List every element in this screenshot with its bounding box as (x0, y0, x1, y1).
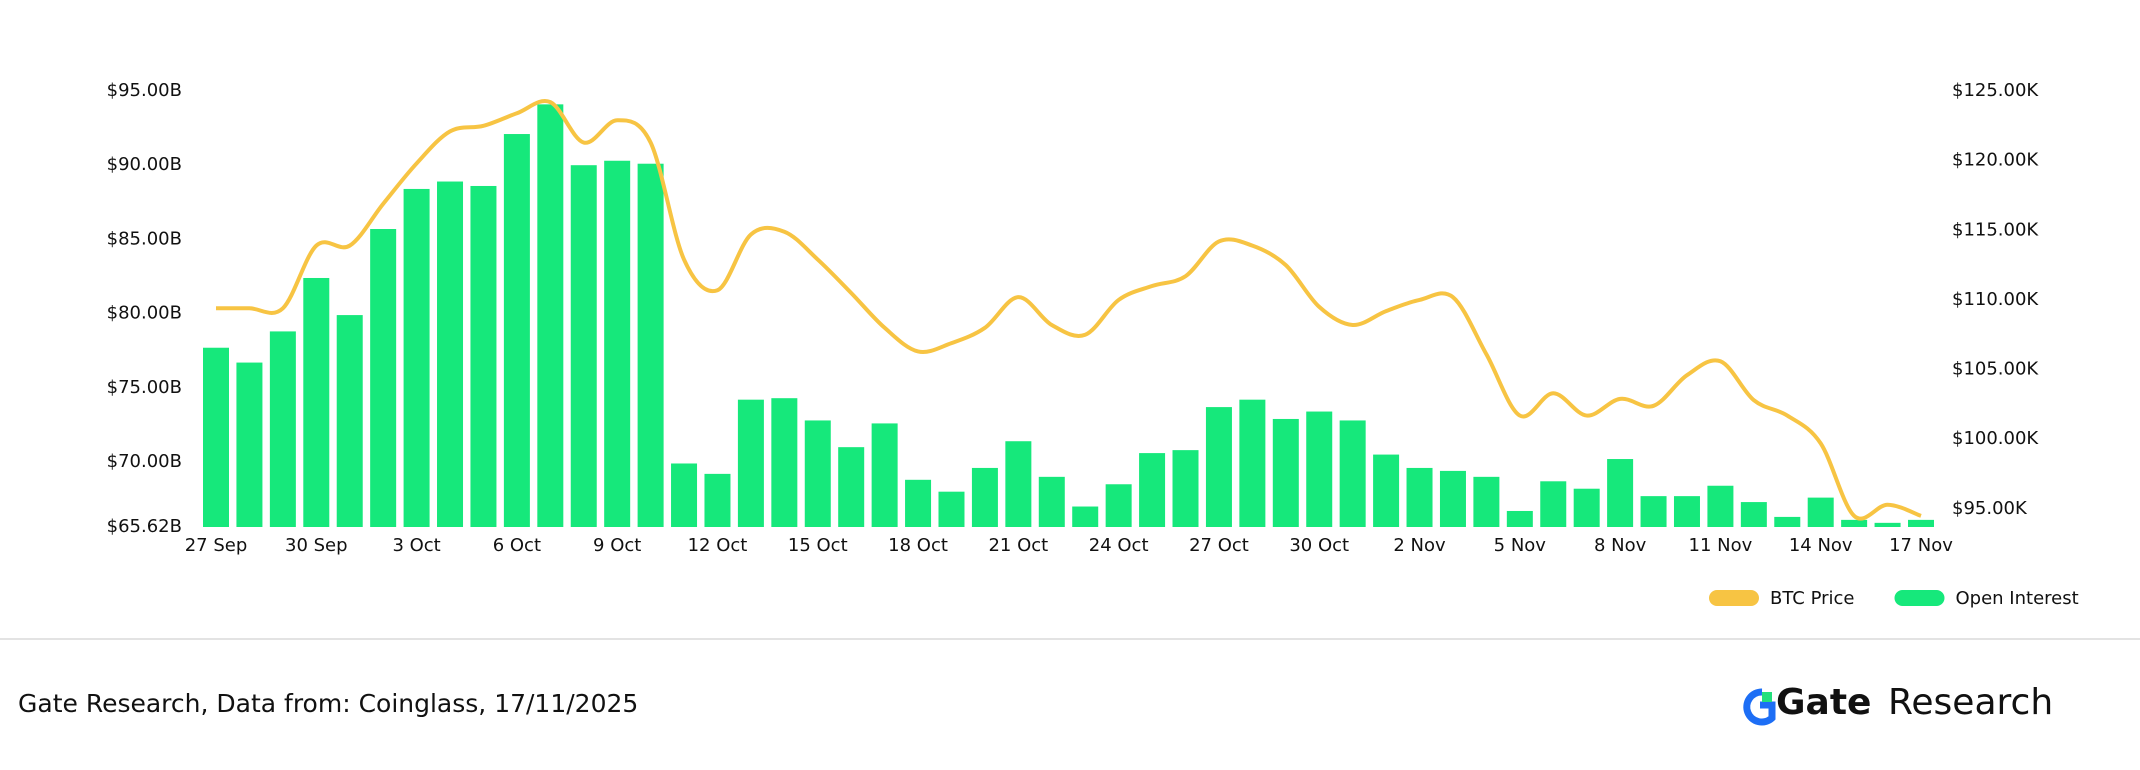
bar (1038, 476, 1065, 527)
x-tick-label: 27 Oct (1189, 535, 1249, 556)
bar (804, 420, 831, 527)
bar (1874, 522, 1901, 527)
plot: $65.62B $70.00B $75.00B $80.00B $85.00B $90.0… (107, 80, 2079, 609)
y-tick-label: $95.00B (107, 80, 182, 101)
logo-text: Research (1888, 682, 2053, 723)
bar (1072, 506, 1099, 527)
x-tick-label: 14 Nov (1789, 535, 1853, 556)
bar (503, 134, 530, 527)
y2-tick-label: $95.00K (1952, 498, 2028, 519)
logo-icon (1743, 688, 1776, 726)
x-tick-label: 12 Oct (688, 535, 748, 556)
bar (303, 277, 330, 527)
bar (236, 362, 263, 527)
x-tick-label: 27 Sep (185, 535, 248, 556)
y-tick-label: $75.00B (107, 377, 182, 398)
bar (1506, 510, 1533, 527)
bar (1841, 519, 1868, 527)
bar (1573, 488, 1600, 527)
bar (1707, 485, 1734, 527)
legend-label: Open Interest (1956, 588, 2079, 609)
bar (971, 467, 998, 527)
bar (1774, 516, 1801, 527)
bar (637, 163, 664, 528)
bar (604, 160, 631, 528)
bar (537, 104, 564, 528)
bar (737, 399, 764, 527)
bar (1908, 519, 1934, 527)
bar (1439, 470, 1466, 527)
legend-label: BTC Price (1770, 588, 1855, 609)
legend-swatch (1709, 590, 1759, 606)
bar (470, 185, 497, 527)
y2-tick-label: $110.00K (1952, 289, 2039, 310)
x-tick-label: 30 Sep (285, 535, 348, 556)
price-line (216, 99, 1922, 521)
source-note: Gate Research, Data from: Coinglass, 17/… (18, 689, 638, 718)
x-tick-label: 2 Nov (1393, 535, 1446, 556)
y-tick-label: $70.00B (107, 451, 182, 472)
y-tick-label: $90.00B (107, 154, 182, 175)
bar (1607, 459, 1634, 527)
bar (1406, 467, 1433, 527)
y2-tick-label: $105.00K (1952, 359, 2039, 380)
bar (1640, 496, 1667, 527)
bar (1740, 502, 1767, 527)
bar (1105, 484, 1132, 527)
x-tick-label: 15 Oct (788, 535, 848, 556)
bar (1807, 497, 1834, 527)
y2-tick-label: $120.00K (1952, 150, 2039, 171)
logo: Gate Research (1743, 682, 2053, 726)
x-tick-label: 3 Oct (392, 535, 440, 556)
bar (203, 347, 229, 527)
bar (871, 423, 898, 527)
bar (437, 181, 464, 527)
bar (838, 447, 865, 527)
y2-tick-label: $125.00K (1952, 80, 2039, 101)
x-tick-label: 21 Oct (988, 535, 1048, 556)
x-tick-label: 6 Oct (493, 535, 541, 556)
x-tick-label: 5 Nov (1494, 535, 1547, 556)
bar (1172, 450, 1199, 527)
x-tick-label: 8 Nov (1594, 535, 1647, 556)
bar (1540, 481, 1567, 527)
logo-icon-accent (1762, 692, 1772, 702)
bar (1306, 411, 1333, 527)
bar (1239, 399, 1266, 527)
bar (1139, 453, 1166, 527)
bar (1473, 476, 1500, 527)
bar (1205, 407, 1232, 527)
bar (1005, 441, 1032, 527)
bar (905, 479, 932, 527)
bar (704, 473, 731, 527)
bar (1272, 418, 1299, 527)
bar (771, 398, 798, 527)
bar (570, 165, 597, 527)
x-tick-label: 30 Oct (1289, 535, 1349, 556)
y-tick-label: $85.00B (107, 228, 182, 249)
bar (1339, 420, 1366, 527)
x-tick-label: 9 Oct (593, 535, 641, 556)
logo-bold: Gate (1776, 682, 1871, 723)
x-tick-label: 11 Nov (1689, 535, 1753, 556)
x-tick-label: 24 Oct (1089, 535, 1149, 556)
legend-swatch (1894, 590, 1945, 606)
bar (671, 463, 698, 527)
y-tick-label: $80.00B (107, 303, 182, 324)
bar (269, 331, 296, 527)
bar (938, 491, 965, 527)
bar (403, 188, 430, 527)
y2-tick-label: $115.00K (1952, 219, 2039, 240)
bar (336, 315, 363, 527)
bar (1373, 454, 1400, 527)
y-tick-label: $65.62B (107, 516, 182, 537)
y2-tick-label: $100.00K (1952, 428, 2039, 449)
bar (370, 229, 397, 527)
x-tick-label: 17 Nov (1889, 535, 1953, 556)
bar (1673, 496, 1700, 527)
x-tick-label: 18 Oct (888, 535, 948, 556)
